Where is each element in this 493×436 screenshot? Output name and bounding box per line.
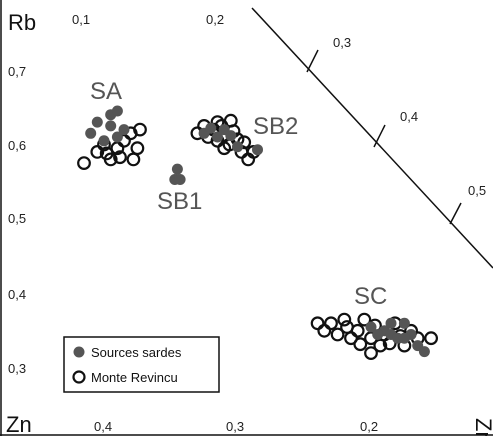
data-point-monte-revincu [223, 113, 238, 128]
data-point-monte-revincu [133, 122, 147, 137]
legend-marker-monte-revincu [72, 370, 86, 384]
data-point-monte-revincu [217, 141, 232, 156]
data-point-sources-sardes [398, 317, 410, 329]
corner-label-zr: Zr [471, 418, 493, 436]
bottom-tick-label: 0,4 [94, 419, 112, 434]
data-point-monte-revincu [337, 312, 352, 327]
diagonal-tick-label: 0,3 [333, 35, 351, 50]
left-tick-label: 0,5 [8, 211, 26, 226]
data-point-monte-revincu [350, 323, 365, 338]
data-point-monte-revincu [357, 312, 372, 327]
diagonal-axis-line [251, 7, 493, 269]
bottom-tick-label: 0,3 [226, 419, 244, 434]
data-point-monte-revincu [130, 141, 145, 156]
data-point-monte-revincu [210, 115, 225, 129]
legend-entry-monte-revincu: Monte Revincu [91, 370, 178, 385]
data-point-monte-revincu [77, 156, 91, 171]
data-point-sources-sardes [171, 163, 183, 175]
data-point-sources-sardes [212, 131, 223, 143]
diagonal-tick [373, 124, 386, 148]
left-tick-label: 0,6 [8, 138, 26, 153]
data-point-sources-sardes [398, 332, 410, 344]
data-point-monte-revincu [330, 327, 345, 342]
data-point-monte-revincu [364, 346, 378, 361]
left-tick-label: 0,7 [8, 64, 26, 79]
diagonal-tick [449, 202, 462, 225]
cluster-label-sa: SA [90, 78, 122, 105]
data-point-monte-revincu [99, 146, 114, 161]
data-point-monte-revincu [353, 337, 368, 352]
legend-entry-sources-sardes: Sources sardes [91, 345, 182, 360]
diagonal-tick [306, 49, 319, 73]
data-point-monte-revincu [126, 152, 141, 167]
diagonal-tick-label: 0,4 [400, 109, 418, 124]
data-point-sources-sardes [232, 141, 243, 153]
corner-label-zn: Zn [6, 412, 32, 436]
corner-label-rb: Rb [8, 10, 36, 35]
data-point-sources-sardes [85, 127, 97, 139]
left-tick-label: 0,3 [8, 361, 26, 376]
diagonal-tick-label: 0,5 [468, 183, 486, 198]
data-point-monte-revincu [317, 323, 332, 338]
data-point-sources-sardes [225, 130, 237, 142]
cluster-label-sb1: SB1 [157, 188, 202, 215]
cluster-label-sc: SC [354, 283, 387, 310]
bottom-tick-label: 0,2 [360, 419, 378, 434]
data-point-sources-sardes [385, 317, 397, 329]
data-point-sources-sardes [111, 105, 123, 117]
data-point-sources-sardes [252, 144, 263, 156]
data-point-sources-sardes [118, 124, 130, 136]
data-point-sources-sardes [174, 174, 186, 185]
data-point-sources-sardes [365, 321, 377, 333]
cluster-label-sb2: SB2 [253, 113, 298, 140]
data-point-monte-revincu [113, 150, 127, 165]
data-point-sources-sardes [91, 116, 103, 128]
data-point-monte-revincu [324, 316, 338, 331]
data-point-monte-revincu [310, 316, 325, 331]
legend-box [63, 336, 220, 393]
data-point-sources-sardes [372, 329, 384, 340]
data-point-sources-sardes [105, 120, 117, 132]
data-point-sources-sardes [98, 135, 110, 147]
top-tick-label: 0,1 [72, 12, 90, 27]
legend: Sources sardes Monte Revincu [63, 336, 220, 393]
data-point-sources-sardes [111, 131, 123, 143]
top-tick-label: 0,2 [206, 12, 224, 27]
legend-marker-sources-sardes [73, 346, 85, 358]
left-tick-label: 0,4 [8, 287, 26, 302]
data-points [77, 105, 439, 361]
data-point-sources-sardes [418, 346, 430, 358]
data-point-sources-sardes [205, 122, 217, 134]
data-point-monte-revincu [424, 331, 439, 346]
